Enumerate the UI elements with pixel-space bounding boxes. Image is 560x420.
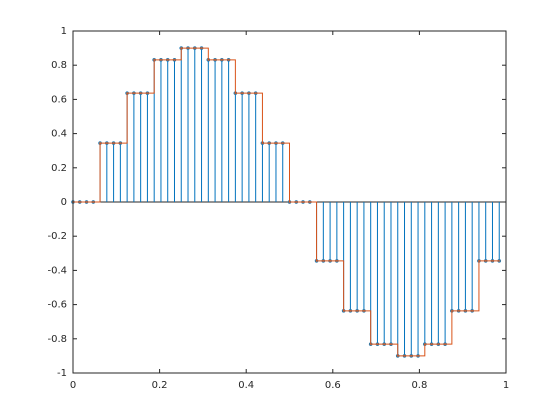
y-tick-label: -0.2	[47, 231, 67, 242]
y-tick-label: -1	[57, 368, 67, 379]
y-tick-label: 0.4	[51, 129, 67, 140]
y-tick-label: 0.2	[51, 163, 67, 174]
y-tick-label: -0.4	[47, 265, 67, 276]
y-tick-label: -0.6	[47, 300, 67, 311]
x-tick-label: 0.8	[411, 380, 427, 391]
y-tick-label: -0.8	[47, 334, 67, 345]
x-tick-label: 0.4	[238, 380, 254, 391]
stairs-line	[73, 47, 500, 357]
y-tick-label: 1	[61, 26, 67, 37]
y-tick-label: 0.8	[51, 60, 67, 71]
axes-box	[72, 30, 507, 374]
y-tick-label: 0	[61, 197, 67, 208]
y-tick-label: 0.6	[51, 94, 67, 105]
x-tick-label: 0	[70, 380, 76, 391]
x-tick-label: 0.2	[152, 380, 168, 391]
x-tick-label: 0.6	[325, 380, 341, 391]
x-tick-label: 1	[503, 380, 509, 391]
